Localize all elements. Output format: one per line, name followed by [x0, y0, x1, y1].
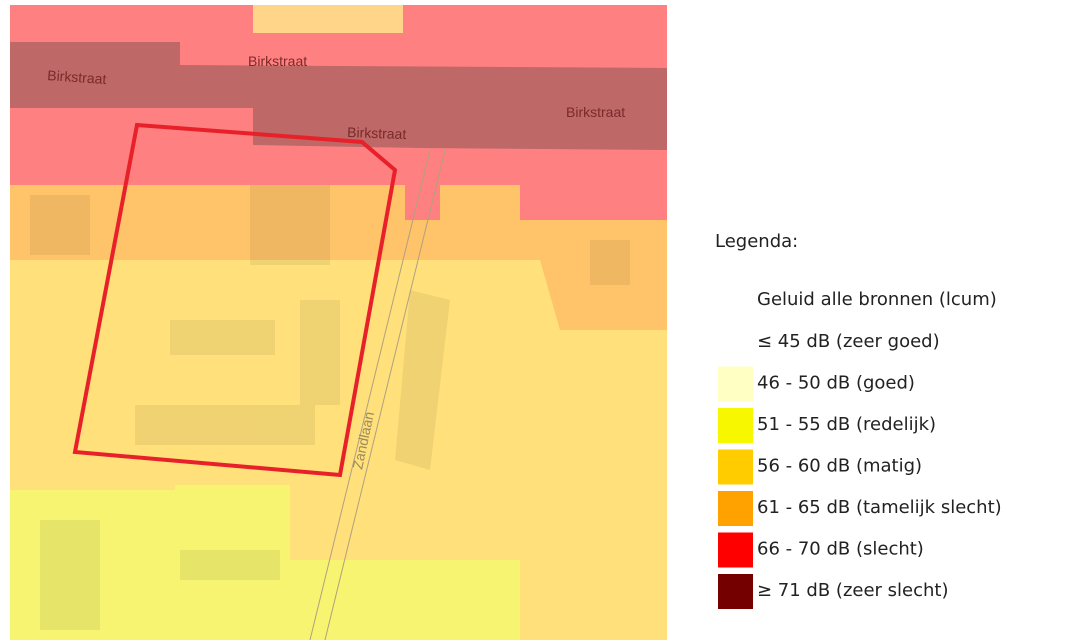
street-label: Birkstraat [566, 104, 625, 120]
legend-swatch [718, 532, 753, 568]
road-edge [324, 149, 446, 641]
plan-boundary [72, 122, 398, 478]
legend-swatch [718, 491, 753, 526]
road-edge [309, 149, 431, 641]
legend-label: ≤ 45 dB (zeer goed) [757, 331, 940, 352]
legend-label: 56 - 60 dB (matig) [757, 456, 922, 477]
street-label: Birkstraat [347, 124, 407, 142]
map: Birkstraat Birkstraat Birkstraat Birkstr… [10, 5, 667, 641]
legend-swatch [718, 408, 753, 443]
street-label: Birkstraat [47, 67, 107, 87]
legend-label: 46 - 50 dB (goed) [757, 373, 915, 394]
legend-swatch [718, 366, 753, 402]
legend-subtitle: Geluid alle bronnen (lcum) [757, 289, 997, 310]
legend: Legenda: Geluid alle bronnen (lcum) ≤ 45… [715, 231, 1002, 609]
legend-swatch [718, 449, 753, 485]
legend-label: 51 - 55 dB (redelijk) [757, 414, 936, 435]
legend-label: 61 - 65 dB (tamelijk slecht) [757, 497, 1002, 518]
legend-title: Legenda: [715, 231, 798, 252]
legend-label: 66 - 70 dB (slecht) [757, 539, 924, 560]
road-band [10, 42, 667, 150]
zone-top [253, 5, 403, 33]
zone-61-65 [10, 145, 667, 330]
legend-swatch [718, 574, 753, 609]
legend-label: ≥ 71 dB (zeer slecht) [757, 580, 949, 601]
buildings [30, 185, 630, 630]
zone-51-55 [10, 485, 520, 640]
street-label: Birkstraat [248, 53, 307, 69]
